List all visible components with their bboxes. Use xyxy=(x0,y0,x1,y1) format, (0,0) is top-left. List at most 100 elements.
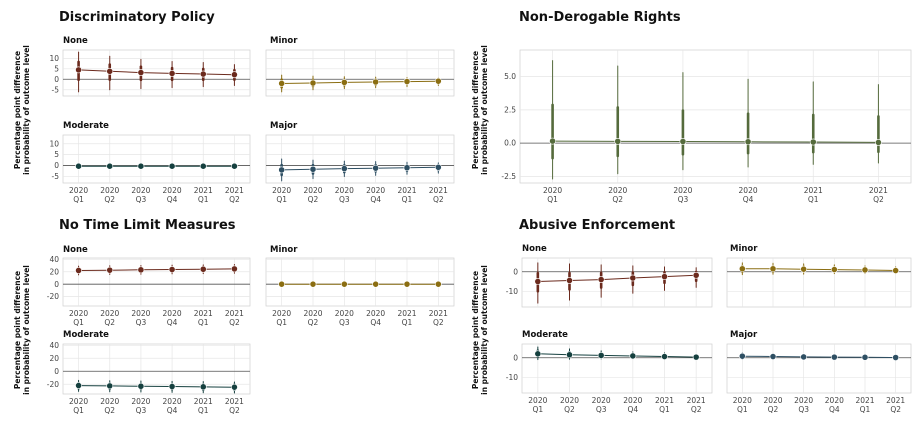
x-tick-label-quarter: Q3 xyxy=(136,195,147,204)
x-tick-label-year: 2021 xyxy=(869,186,888,195)
x-tick-label-year: 2021 xyxy=(687,396,706,405)
point-abusive-enforcement-major xyxy=(738,352,746,360)
point-discriminatory-policy-major xyxy=(403,164,411,172)
x-tick-label-year: 2020 xyxy=(303,186,322,195)
x-tick-label-quarter: Q1 xyxy=(73,318,84,327)
point-non-derogable-rights xyxy=(744,138,752,146)
trend-line-abusive-enforcement-moderate xyxy=(537,353,697,358)
point-no-time-limit-measures-moderate xyxy=(231,383,238,391)
point-discriminatory-policy-major xyxy=(434,163,442,171)
point-abusive-enforcement-major xyxy=(892,354,900,361)
x-tick-label-year: 2020 xyxy=(163,309,182,318)
y-axis-title-abusive-enforcement: Percentage point difference in probabilit… xyxy=(471,265,489,395)
x-tick-label-quarter: Q3 xyxy=(339,195,350,204)
point-no-time-limit-measures-none xyxy=(168,266,176,273)
panel-title-no-time-limit-measures-minor: Minor xyxy=(270,245,298,255)
point-abusive-enforcement-major xyxy=(769,353,777,360)
point-abusive-enforcement-minor xyxy=(769,265,777,273)
x-tick-label-quarter: Q3 xyxy=(798,405,809,414)
point-no-time-limit-measures-moderate xyxy=(106,382,114,390)
x-tick-label-quarter: Q2 xyxy=(768,405,779,414)
y-axis-title-line2: in probability of outcome level xyxy=(480,265,489,395)
point-discriminatory-policy-moderate xyxy=(137,162,145,170)
point-no-time-limit-measures-minor xyxy=(434,280,442,288)
panel-title-abusive-enforcement-minor: Minor xyxy=(730,244,758,254)
y-tick-label: 40 xyxy=(49,255,59,264)
trend-line-non-derogable-rights xyxy=(552,140,879,143)
x-tick-label-year: 2020 xyxy=(100,397,119,406)
x-tick-label-quarter: Q2 xyxy=(433,318,444,327)
point-no-time-limit-measures-none xyxy=(137,266,145,274)
point-abusive-enforcement-minor xyxy=(800,265,808,273)
x-tick-label-quarter: Q2 xyxy=(104,406,115,415)
point-non-derogable-rights xyxy=(549,137,556,145)
point-discriminatory-policy-minor xyxy=(340,79,348,86)
x-tick-label-year: 2020 xyxy=(528,396,547,405)
x-tick-label-quarter: Q2 xyxy=(612,195,623,204)
point-discriminatory-policy-none xyxy=(168,70,176,77)
point-abusive-enforcement-major xyxy=(830,353,838,361)
point-no-time-limit-measures-minor xyxy=(403,280,411,288)
point-abusive-enforcement-moderate xyxy=(661,353,668,360)
point-non-derogable-rights xyxy=(875,139,882,146)
y-axis-title-no-time-limit-measures: Percentage point difference in probabilit… xyxy=(13,265,31,395)
x-tick-label-quarter: Q1 xyxy=(532,405,543,414)
point-discriminatory-policy-none xyxy=(231,71,238,79)
point-abusive-enforcement-moderate xyxy=(692,353,700,361)
point-no-time-limit-measures-minor xyxy=(278,280,286,288)
x-tick-label-year: 2021 xyxy=(429,186,448,195)
x-tick-label-year: 2021 xyxy=(225,309,244,318)
x-tick-label-quarter: Q4 xyxy=(167,406,178,415)
x-tick-label-year: 2020 xyxy=(131,309,150,318)
point-abusive-enforcement-none xyxy=(692,271,700,279)
x-tick-label-quarter: Q3 xyxy=(678,195,689,204)
x-tick-label-quarter: Q4 xyxy=(743,195,754,204)
point-abusive-enforcement-moderate xyxy=(534,350,542,358)
point-abusive-enforcement-none xyxy=(566,277,573,284)
trend-line-no-time-limit-measures-moderate xyxy=(78,385,235,388)
panel-title-discriminatory-policy-major: Major xyxy=(270,121,298,131)
panel-frame-abusive-enforcement-moderate xyxy=(521,343,713,394)
point-no-time-limit-measures-moderate xyxy=(168,383,176,390)
trend-line-abusive-enforcement-minor xyxy=(742,268,896,271)
x-tick-label-quarter: Q4 xyxy=(370,195,381,204)
panel-title-abusive-enforcement-major: Major xyxy=(730,330,758,340)
trend-line-abusive-enforcement-major xyxy=(742,355,896,358)
x-tick-label-year: 2020 xyxy=(543,186,562,195)
x-tick-label-year: 2021 xyxy=(855,396,874,405)
point-discriminatory-policy-none xyxy=(199,70,207,78)
panel-frame-discriminatory-policy-moderate xyxy=(62,134,251,184)
x-tick-label-quarter: Q4 xyxy=(829,405,840,414)
x-tick-label-year: 2020 xyxy=(272,309,291,318)
x-tick-label-quarter: Q3 xyxy=(136,318,147,327)
x-tick-label-year: 2020 xyxy=(825,396,844,405)
x-tick-label-quarter: Q2 xyxy=(104,195,115,204)
panel-title-no-time-limit-measures-moderate: Moderate xyxy=(63,330,109,340)
y-tick-label: 0 xyxy=(54,280,59,289)
trend-line-no-time-limit-measures-none xyxy=(78,268,235,271)
x-tick-label-year: 2021 xyxy=(804,186,823,195)
point-discriminatory-policy-major xyxy=(372,164,380,172)
x-tick-label-quarter: Q2 xyxy=(308,195,319,204)
panel-frame-abusive-enforcement-minor xyxy=(726,257,912,308)
point-no-time-limit-measures-none xyxy=(231,265,238,273)
x-tick-label-year: 2020 xyxy=(763,396,782,405)
x-tick-label-quarter: Q2 xyxy=(873,195,884,204)
y-tick-label: -2.5 xyxy=(501,172,516,181)
x-tick-label-year: 2020 xyxy=(100,186,119,195)
x-tick-label-year: 2021 xyxy=(225,397,244,406)
panel-frame-abusive-enforcement-none xyxy=(521,257,713,308)
point-discriminatory-policy-minor xyxy=(372,78,380,86)
point-no-time-limit-measures-moderate xyxy=(75,382,82,389)
x-tick-label-quarter: Q2 xyxy=(229,318,240,327)
x-tick-label-quarter: Q1 xyxy=(737,405,748,414)
x-tick-label-quarter: Q4 xyxy=(370,318,381,327)
point-discriminatory-policy-moderate xyxy=(106,162,114,170)
point-abusive-enforcement-moderate xyxy=(629,352,637,360)
x-tick-label-quarter: Q1 xyxy=(547,195,558,204)
y-axis-title-line1: Percentage point difference xyxy=(471,271,480,389)
x-tick-label-year: 2020 xyxy=(163,397,182,406)
trend-line-abusive-enforcement-none xyxy=(537,274,697,282)
point-discriminatory-policy-minor xyxy=(403,78,411,85)
